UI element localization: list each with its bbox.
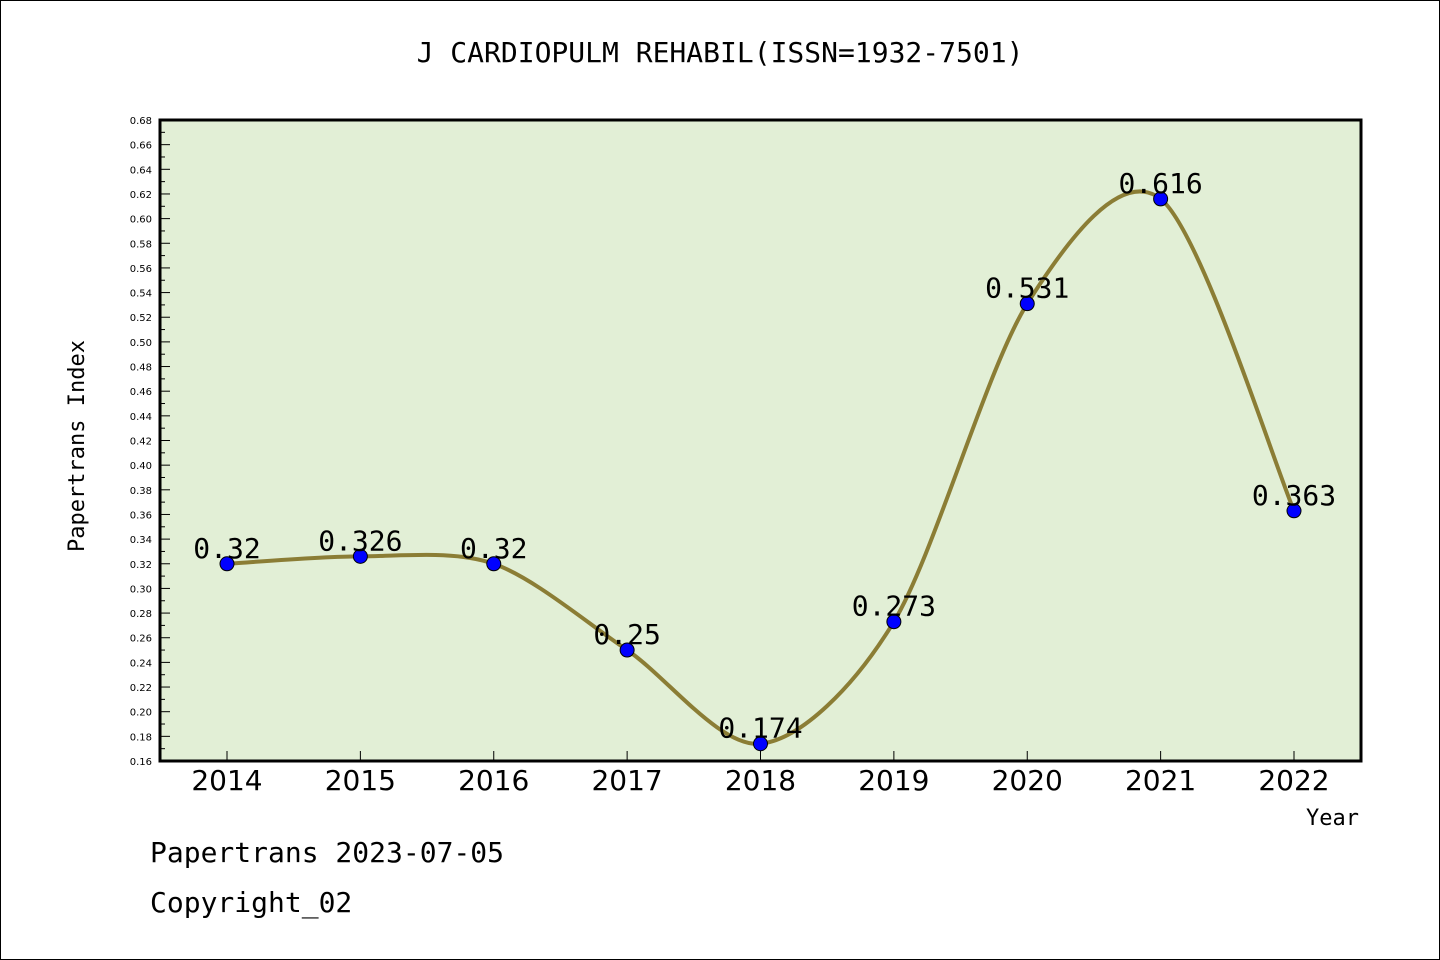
- y-tick-label: 0.32: [130, 560, 152, 571]
- chart-title: J CARDIOPULM REHABIL(ISSN=1932-7501): [416, 36, 1024, 69]
- data-point: [619, 642, 635, 658]
- y-tick-label: 0.28: [130, 609, 152, 620]
- footer-date: Papertrans 2023-07-05: [150, 836, 505, 869]
- y-tick-label: 0.38: [130, 486, 152, 497]
- x-tick-label: 2022: [1258, 764, 1329, 797]
- x-tick-label: 2020: [992, 764, 1063, 797]
- data-label: 0.273: [852, 590, 936, 623]
- data-point: [886, 614, 902, 630]
- y-tick-label: 0.46: [130, 387, 152, 398]
- y-tick-label: 0.22: [130, 683, 152, 694]
- y-tick-label: 0.52: [130, 313, 152, 324]
- x-axis: 2014 2015 2016 2017 2018 2019 2020 2021 2022: [191, 751, 1330, 797]
- y-tick-label: 0.36: [130, 510, 152, 521]
- y-tick-label: 0.68: [130, 116, 152, 127]
- y-axis: 0.16 0.18 0.20 0.22 0.24 0.26 0.28 0.30 0.32 0.34…: [130, 116, 170, 768]
- data-label: 0.363: [1252, 479, 1336, 512]
- y-axis-title: Papertrans Index: [65, 340, 90, 552]
- data-point: [1019, 296, 1035, 312]
- data-label: 0.616: [1118, 167, 1202, 200]
- y-tick-label: 0.56: [130, 264, 152, 275]
- x-tick-label: 2015: [325, 764, 396, 797]
- footer-copyright: Copyright_02: [150, 886, 353, 919]
- y-tick-label: 0.58: [130, 239, 152, 250]
- x-tick-label: 2021: [1125, 764, 1196, 797]
- x-tick-label: 2014: [191, 764, 262, 797]
- y-tick-label: 0.40: [130, 461, 152, 472]
- x-tick-label: 2016: [458, 764, 529, 797]
- plot-area: [158, 118, 1363, 763]
- data-point: [219, 556, 235, 572]
- data-label: 0.25: [593, 618, 660, 651]
- y-tick-label: 0.24: [130, 658, 152, 669]
- x-axis-title: Year: [1306, 806, 1359, 831]
- y-tick-label: 0.44: [130, 412, 152, 423]
- y-tick-label: 0.34: [130, 535, 152, 546]
- data-labels: 0.32 0.326 0.32 0.25 0.174 0.273 0.531 0.616 0.3…: [193, 167, 1336, 745]
- y-tick-label: 0.66: [130, 141, 152, 152]
- data-label: 0.531: [985, 272, 1069, 305]
- y-tick-label: 0.18: [130, 732, 152, 743]
- y-tick-label: 0.62: [130, 190, 152, 201]
- data-point: [1153, 191, 1169, 207]
- data-point: [486, 556, 502, 572]
- data-point: [1286, 503, 1302, 519]
- y-tick-label: 0.60: [130, 215, 152, 226]
- data-label: 0.326: [318, 524, 402, 557]
- y-tick-label: 0.42: [130, 437, 152, 448]
- y-tick-label: 0.50: [130, 338, 152, 349]
- data-label: 0.32: [193, 532, 260, 565]
- data-point: [753, 736, 768, 752]
- x-tick-label: 2018: [725, 764, 796, 797]
- x-tick-label: 2017: [591, 764, 662, 797]
- y-tick-label: 0.30: [130, 584, 152, 595]
- data-points: [219, 191, 1302, 752]
- y-tick-label: 0.48: [130, 363, 152, 374]
- data-label: 0.174: [718, 712, 802, 745]
- x-tick-label: 2019: [858, 764, 929, 797]
- y-tick-label: 0.20: [130, 708, 152, 719]
- data-label: 0.32: [460, 532, 527, 565]
- y-tick-label: 0.16: [130, 757, 152, 768]
- y-tick-label: 0.54: [130, 289, 152, 300]
- y-tick-label: 0.64: [130, 165, 152, 176]
- y-tick-label: 0.26: [130, 634, 152, 645]
- data-point: [352, 548, 368, 564]
